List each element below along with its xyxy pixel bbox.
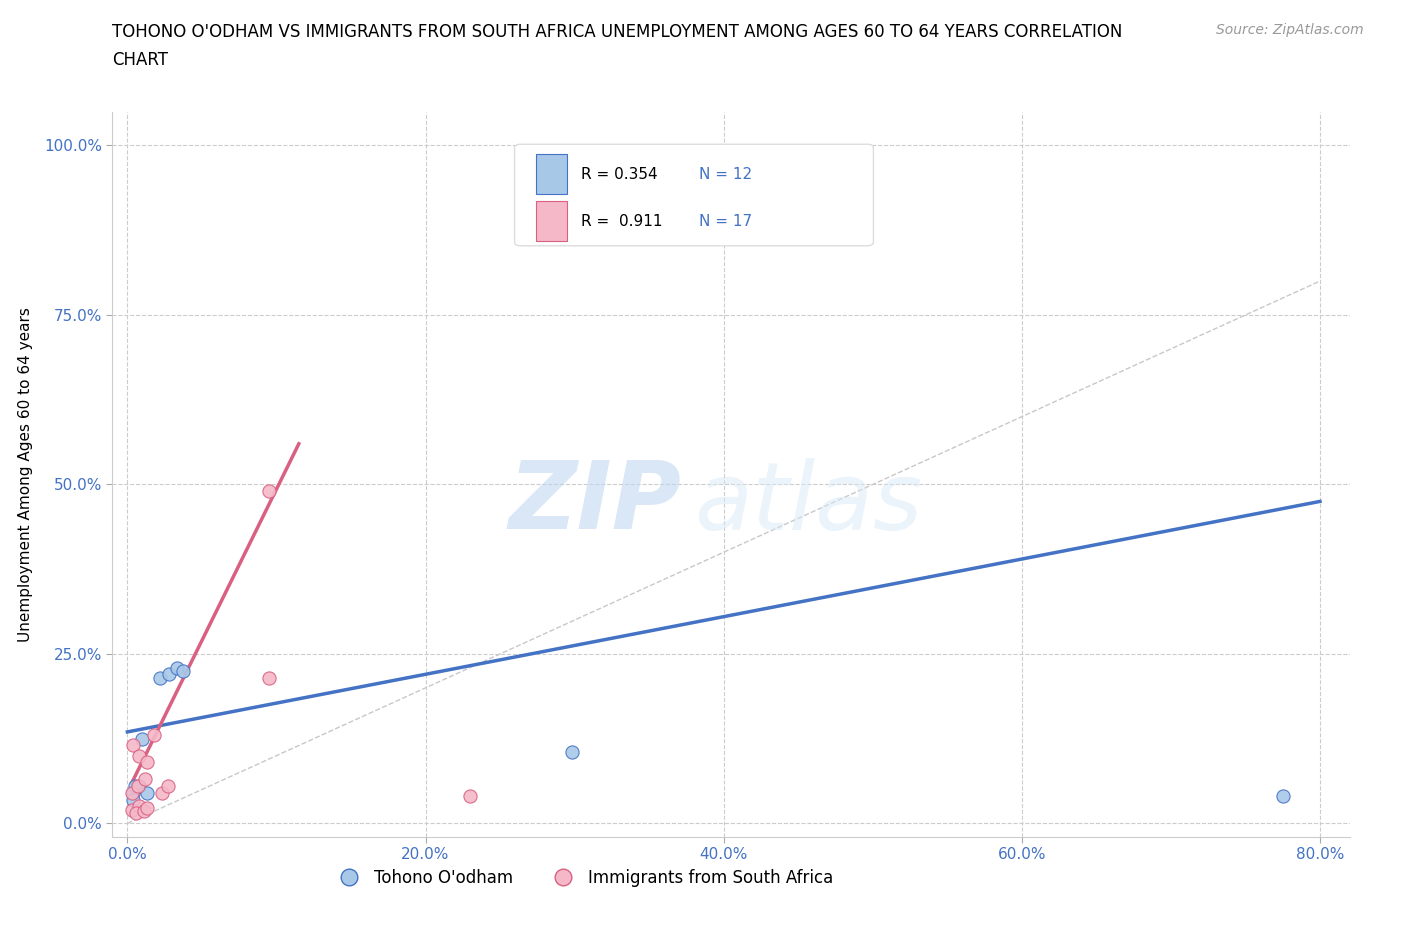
Point — [135, 755, 157, 770]
FancyBboxPatch shape — [515, 144, 873, 246]
Text: N = 17: N = 17 — [699, 214, 752, 229]
Point — [1271, 789, 1294, 804]
Bar — [536, 202, 567, 242]
Point — [150, 786, 173, 801]
Point — [257, 671, 280, 685]
Text: TOHONO O'ODHAM VS IMMIGRANTS FROM SOUTH AFRICA UNEMPLOYMENT AMONG AGES 60 TO 64 : TOHONO O'ODHAM VS IMMIGRANTS FROM SOUTH … — [112, 23, 1123, 41]
Point — [157, 667, 180, 682]
Text: ZIP: ZIP — [509, 458, 682, 550]
Bar — [536, 154, 567, 194]
Y-axis label: Unemployment Among Ages 60 to 64 years: Unemployment Among Ages 60 to 64 years — [18, 307, 32, 642]
Point — [122, 786, 145, 801]
Point — [128, 799, 150, 814]
Point — [458, 789, 481, 804]
Text: atlas: atlas — [695, 458, 922, 549]
Legend: Tohono O'odham, Immigrants from South Africa: Tohono O'odham, Immigrants from South Af… — [325, 863, 839, 894]
Point — [131, 731, 153, 746]
Point — [134, 772, 156, 787]
Point — [257, 484, 280, 498]
Text: R = 0.354: R = 0.354 — [582, 166, 658, 181]
Point — [143, 728, 166, 743]
Point — [122, 792, 145, 807]
Point — [128, 749, 150, 764]
Point — [127, 778, 149, 793]
Point — [561, 745, 583, 760]
Point — [135, 801, 157, 816]
Point — [121, 803, 143, 817]
Point — [124, 778, 146, 793]
Point — [166, 660, 188, 675]
Point — [122, 738, 145, 753]
Point — [156, 778, 179, 793]
Point — [172, 663, 194, 678]
Point — [149, 671, 172, 685]
Text: Source: ZipAtlas.com: Source: ZipAtlas.com — [1216, 23, 1364, 37]
Point — [132, 804, 155, 818]
Point — [128, 778, 150, 793]
Text: CHART: CHART — [112, 51, 169, 69]
Point — [135, 786, 157, 801]
Point — [121, 786, 143, 801]
Text: N = 12: N = 12 — [699, 166, 752, 181]
Text: R =  0.911: R = 0.911 — [582, 214, 662, 229]
Point — [125, 805, 148, 820]
